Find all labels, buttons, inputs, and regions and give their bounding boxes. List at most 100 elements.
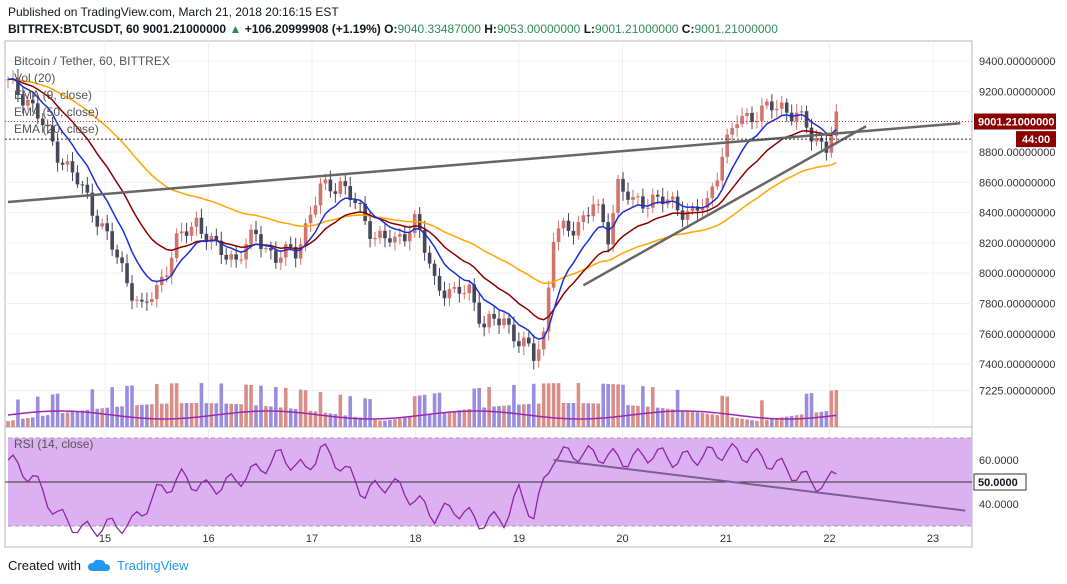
candle-body	[541, 331, 546, 350]
candle-body	[398, 234, 402, 237]
volume-bar	[655, 407, 660, 427]
candle-body	[90, 192, 95, 216]
candle-body	[556, 228, 561, 242]
volume-bar	[799, 414, 804, 427]
candle-body	[551, 241, 556, 288]
candle-body	[283, 244, 288, 258]
candle-body	[204, 233, 209, 243]
candle-body	[655, 194, 660, 197]
price-tick-label: 9200.00000000	[979, 86, 1055, 98]
candle-body	[145, 301, 149, 303]
volume-bar	[31, 417, 35, 427]
volume-bar	[125, 385, 129, 427]
candlesticks	[6, 68, 839, 370]
volume-bar	[611, 384, 615, 427]
time-tick-label: 22	[823, 533, 835, 545]
candle-body	[745, 112, 749, 116]
grid	[5, 41, 972, 547]
volume-bar	[770, 418, 774, 427]
rsi-axis-ticks: 60.0000 40.0000 50.0000	[973, 455, 1027, 511]
candle-body	[512, 324, 516, 342]
volume-ma-line	[7, 410, 837, 420]
candle-body	[174, 233, 179, 258]
volume-bar	[775, 418, 779, 427]
time-tick-label: 15	[99, 533, 111, 545]
volume-bar	[531, 383, 536, 427]
legend-ema9: EMA (9, close)	[14, 88, 93, 102]
volume-bar	[283, 387, 288, 427]
rsi-line	[7, 442, 837, 538]
candle-body	[219, 240, 224, 256]
candle-body	[155, 285, 159, 299]
volume-bar	[164, 403, 169, 427]
volume-bar	[760, 400, 764, 427]
candle-body	[770, 101, 774, 111]
candle-body	[259, 234, 263, 250]
candle-body	[224, 255, 229, 260]
volume-bar	[571, 403, 576, 427]
volume-bar	[194, 403, 199, 427]
volume-bar	[596, 403, 601, 427]
volume-bar	[135, 405, 139, 427]
time-tick-label: 16	[202, 533, 214, 545]
candle-body	[293, 246, 298, 259]
volume-bar	[383, 420, 387, 427]
volume-bar	[422, 394, 427, 427]
volume-bar	[264, 406, 268, 427]
candle-body	[437, 275, 442, 291]
tradingview-brand[interactable]: TradingView	[116, 558, 189, 573]
volume-bar	[487, 386, 491, 427]
volume-bar	[685, 411, 690, 427]
volume-bar	[725, 396, 729, 427]
time-tick-label: 18	[409, 533, 421, 545]
volume-bar	[254, 405, 258, 427]
price-tick-label: 8400.00000000	[979, 208, 1055, 220]
time-tick-label: 23	[927, 533, 939, 545]
candle-body	[214, 235, 219, 241]
candle-body	[680, 210, 685, 220]
open-value: 9040.33487000	[397, 22, 481, 36]
volume-bar	[745, 419, 749, 427]
candle-body	[710, 186, 715, 199]
volume-bar	[561, 403, 566, 427]
candle-body	[804, 111, 809, 128]
candle-body	[596, 204, 601, 206]
candle-body	[80, 184, 85, 186]
candle-body	[298, 244, 303, 259]
candle-body	[26, 99, 30, 106]
volume-bar	[269, 406, 273, 427]
volume-bar	[229, 403, 233, 427]
candle-body	[50, 125, 55, 142]
volume-bar	[403, 417, 407, 427]
volume-bar	[660, 408, 665, 427]
candle-body	[70, 161, 75, 173]
volume-bar	[140, 404, 144, 427]
time-axis-ticks: 15 16 17 18 19 20 21 22 23	[99, 533, 939, 545]
last-price-text: 9001.21000000	[978, 117, 1054, 129]
volume-bar	[115, 406, 119, 427]
volume-bar	[412, 396, 417, 427]
candle-body	[373, 238, 377, 240]
volume-bar	[591, 403, 596, 427]
tradingview-cloud-icon	[87, 559, 110, 571]
candle-body	[670, 196, 675, 200]
volume-bar	[507, 405, 511, 427]
volume-bar	[616, 384, 620, 427]
triangle-up-icon: ▲	[229, 22, 242, 36]
volume-bar	[695, 412, 700, 427]
volume-bar	[224, 403, 229, 427]
volume-bar	[581, 403, 586, 427]
candle-body	[507, 318, 511, 325]
candle-body	[244, 244, 248, 260]
volume-bar	[298, 389, 303, 427]
price-tick-label: 8600.00000000	[979, 177, 1055, 189]
candle-body	[705, 198, 710, 208]
price-tick-label: 7400.00000000	[979, 359, 1055, 371]
candle-body	[690, 206, 695, 212]
candle-body	[135, 299, 139, 301]
price-tick-label: 7800.00000000	[979, 299, 1055, 311]
volume-bar	[333, 414, 338, 427]
candle-body	[21, 94, 25, 106]
volume-bar	[373, 419, 377, 427]
